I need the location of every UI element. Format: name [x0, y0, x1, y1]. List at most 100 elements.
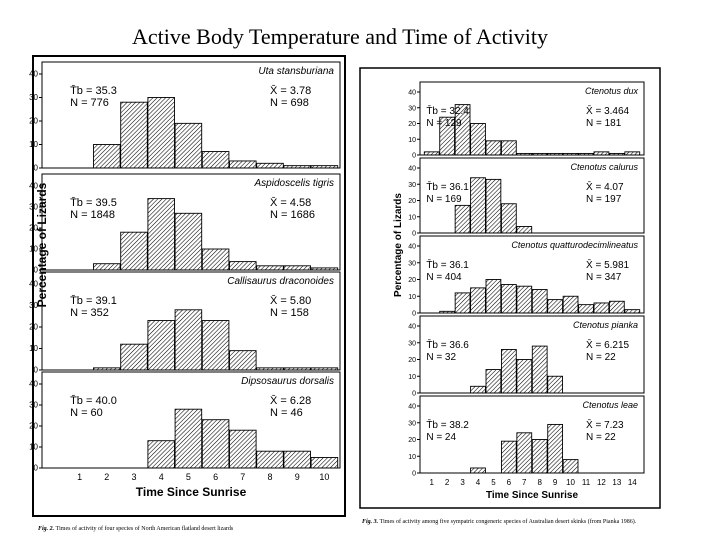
x-tick-label: 1 [429, 478, 434, 487]
x-tick-label: 11 [582, 478, 591, 487]
y-tick-label: 10 [29, 140, 38, 149]
data-bar [229, 350, 257, 371]
data-bar [500, 284, 517, 314]
data-bar [470, 177, 486, 234]
x-tick-label: 8 [267, 472, 272, 482]
stat-sample-size: N = 1848 [70, 209, 115, 221]
stat-sample-size: N = 169 [426, 194, 462, 205]
y-tick-label: 10 [29, 245, 38, 254]
data-bar [120, 231, 148, 271]
data-bar [201, 151, 230, 169]
data-bar [470, 287, 486, 314]
y-axis-label: Percentage of Lizards [393, 193, 404, 297]
y-tick-label: 30 [29, 301, 38, 310]
data-bar [531, 289, 548, 314]
data-bar [283, 265, 311, 271]
y-tick-label: 0 [412, 471, 416, 478]
y-tick-label: 30 [408, 105, 416, 112]
data-bar [500, 440, 517, 474]
data-bar [283, 165, 311, 169]
x-tick-label: 4 [159, 472, 164, 482]
y-tick-label: 40 [408, 404, 416, 411]
y-tick-label: 40 [29, 280, 38, 289]
left-figure-frame [32, 55, 346, 517]
x-tick-label: 9 [295, 472, 300, 482]
data-bar [485, 178, 502, 234]
data-bar [256, 450, 284, 469]
y-tick-label: 40 [29, 380, 38, 389]
data-bar [547, 152, 564, 156]
data-bar [485, 140, 502, 156]
y-tick-label: 20 [29, 224, 38, 233]
data-bar [439, 116, 456, 156]
stat-sample-size: N = 32 [426, 352, 456, 363]
x-tick-label: 10 [319, 472, 329, 482]
y-tick-label: 20 [29, 117, 38, 126]
x-tick-label: 8 [537, 478, 542, 487]
stat-mean-time: X̄ = 3.464 [586, 104, 630, 117]
x-tick-label: 13 [612, 478, 621, 487]
stat-temperature: T̄b = 35.3 [70, 84, 117, 97]
stat-mean-time: X̄ = 4.58 [270, 196, 311, 209]
stat-sample-size: N = 181 [586, 118, 622, 129]
data-bar [310, 165, 339, 169]
x-tick-label: 4 [476, 478, 481, 487]
right-figure-frame [359, 67, 661, 509]
x-tick-label: 3 [131, 472, 136, 482]
x-axis-label: Time Since Sunrise [486, 490, 579, 501]
stat-sample-size: N = 1686 [270, 209, 315, 221]
data-bar [310, 367, 339, 371]
x-tick-label: 2 [445, 478, 450, 487]
data-bar [93, 367, 121, 371]
y-tick-label: 30 [29, 401, 38, 410]
y-tick-label: 30 [29, 203, 38, 212]
y-tick-label: 0 [34, 366, 39, 375]
stat-mean-time: X̄ = 6.215 [586, 338, 630, 351]
species-name: Dipsosaurus dorsalis [241, 376, 334, 387]
data-bar [147, 320, 175, 371]
data-bar [174, 408, 203, 469]
y-tick-label: 30 [408, 182, 416, 189]
data-bar [229, 429, 257, 469]
data-bar [547, 299, 564, 314]
y-tick-label: 10 [408, 137, 416, 144]
stat-sample-size: N = 46 [270, 407, 303, 419]
x-tick-label: 3 [460, 478, 465, 487]
data-bar [147, 198, 175, 271]
x-tick-label: 6 [213, 472, 218, 482]
data-bar [578, 304, 594, 314]
data-bar [256, 367, 284, 371]
x-tick-label: 9 [553, 478, 558, 487]
stat-sample-size: N = 698 [270, 97, 309, 109]
data-bar [593, 151, 610, 156]
data-bar [174, 122, 203, 169]
data-bar [470, 123, 486, 156]
data-bar [454, 204, 471, 234]
y-tick-label: 0 [412, 391, 416, 398]
data-bar [547, 375, 564, 394]
data-bar [283, 367, 311, 371]
data-bar [439, 310, 456, 314]
x-tick-label: 2 [104, 472, 109, 482]
x-tick-label: 5 [491, 478, 496, 487]
y-tick-label: 30 [408, 260, 416, 267]
y-tick-label: 30 [29, 93, 38, 102]
data-bar [174, 309, 203, 371]
y-tick-label: 0 [34, 266, 39, 275]
data-bar [93, 263, 121, 271]
data-bar [608, 152, 625, 156]
y-tick-label: 40 [29, 70, 38, 79]
y-tick-label: 0 [34, 164, 39, 173]
data-bar [174, 212, 203, 271]
data-bar [500, 349, 517, 394]
stat-mean-time: X̄ = 7.23 [586, 418, 624, 431]
x-axis-label: Time Since Sunrise [136, 485, 247, 499]
data-bar [454, 292, 471, 314]
data-bar [147, 440, 175, 469]
data-bar [516, 226, 533, 234]
caption-label: Fig. 2. [38, 526, 56, 532]
data-bar [531, 152, 548, 156]
stat-temperature: T̄b = 40.0 [70, 394, 117, 407]
stat-temperature: T̄b = 32.4 [426, 104, 469, 117]
